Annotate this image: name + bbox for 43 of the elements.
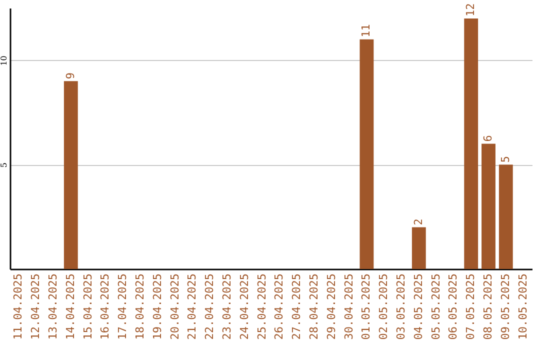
x-tick-label: 29.04.2025 <box>324 274 338 340</box>
x-tick-label: 06.05.2025 <box>446 274 460 340</box>
x-tick-label: 30.04.2025 <box>342 274 356 340</box>
x-tick-label: 01.05.2025 <box>360 274 373 340</box>
x-tick-label: 07.05.2025 <box>464 274 478 340</box>
x-tick-label: 09.05.2025 <box>498 274 512 340</box>
bar <box>464 18 478 269</box>
data-label: 11 <box>360 24 373 38</box>
x-tick-label: 11.04.2025 <box>12 274 25 340</box>
x-tick-label: 26.04.2025 <box>272 274 286 340</box>
x-tick-label: 19.04.2025 <box>150 274 164 340</box>
data-label: 9 <box>64 72 77 80</box>
x-tick-label: 14.04.2025 <box>64 274 77 340</box>
x-tick-label: 03.05.2025 <box>394 274 408 340</box>
x-tick-label: 20.04.2025 <box>168 274 182 340</box>
x-tick-label: 15.04.2025 <box>81 274 94 340</box>
x-tick-label: 27.04.2025 <box>290 274 304 340</box>
bar <box>64 81 78 269</box>
data-label: 12 <box>464 3 478 16</box>
data-label: 2 <box>412 218 425 226</box>
x-tick-label: 02.05.2025 <box>377 274 390 340</box>
data-label: 6 <box>482 135 494 142</box>
data-label: 5 <box>498 156 512 163</box>
x-tick-label: 16.04.2025 <box>98 274 112 340</box>
x-tick-label: 12.04.2025 <box>29 274 42 340</box>
x-tick-label: 08.05.2025 <box>482 274 494 340</box>
bar <box>360 39 374 269</box>
x-tick-label: 05.05.2025 <box>429 274 442 340</box>
x-tick-label: 21.04.2025 <box>186 274 199 340</box>
x-tick-label: 18.04.2025 <box>134 274 146 340</box>
x-tick-label: 10.05.2025 <box>516 274 530 340</box>
bar <box>412 227 426 269</box>
x-tick-label: 22.04.2025 <box>203 274 216 340</box>
x-tick-label: 04.05.2025 <box>412 274 425 340</box>
y-tick-label: 10 <box>0 56 8 66</box>
x-tick-label: 25.04.2025 <box>255 274 268 340</box>
x-tick-label: 28.04.2025 <box>308 274 320 340</box>
bar <box>498 164 513 269</box>
x-tick-label: 24.04.2025 <box>238 274 251 340</box>
x-tick-label: 17.04.2025 <box>116 274 130 340</box>
x-tick-label: 13.04.2025 <box>46 274 60 340</box>
bar <box>482 144 496 269</box>
x-tick-label: 23.04.2025 <box>220 274 234 340</box>
